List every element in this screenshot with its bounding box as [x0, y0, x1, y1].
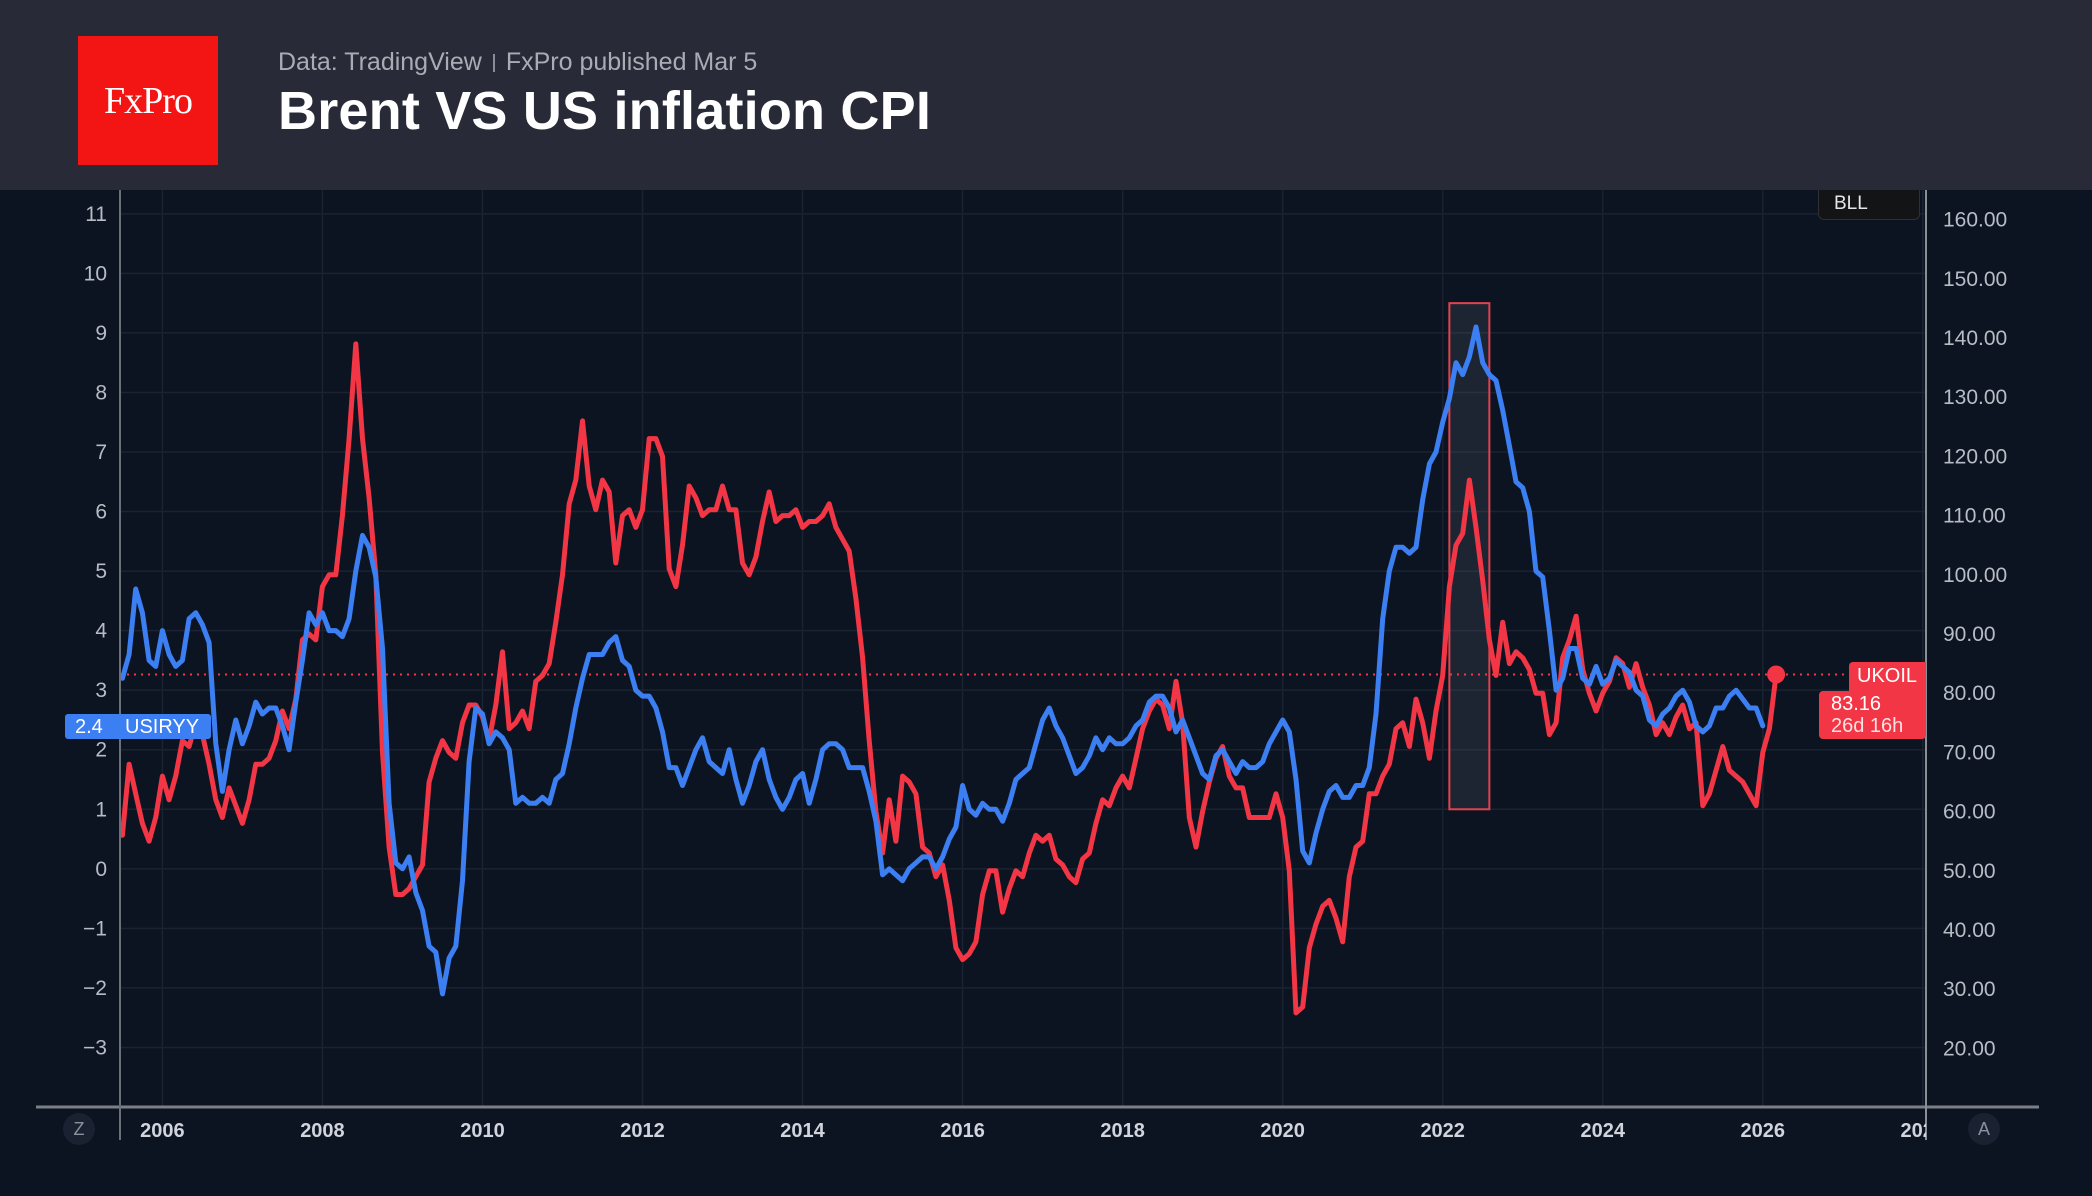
left-scale-button[interactable]: Z	[63, 1113, 95, 1145]
y-right-tick-label: 60.00	[1943, 801, 1996, 824]
subtitle: Data: TradingView FxPro published Mar 5	[278, 48, 757, 77]
fxpro-logo: FxPro	[78, 36, 218, 165]
oil-last-point	[1767, 665, 1786, 684]
y-right-tick-label: 110.00	[1943, 505, 2006, 528]
y-right-tick-label: 90.00	[1943, 623, 1996, 646]
y-right-tick-label: 120.00	[1943, 445, 2007, 468]
y-left-tick-label: 2	[95, 739, 107, 762]
cpi-symbol: USIRYY	[125, 716, 200, 738]
axes	[36, 190, 2039, 1140]
y-left-tick-label: −1	[83, 917, 107, 940]
y-left-tick-label: 1	[95, 798, 107, 821]
oil-last-value: 83.16	[1831, 693, 1882, 715]
corner-tag[interactable]: BLL	[1818, 190, 1920, 220]
y-right-tick-label: 100.00	[1943, 564, 2007, 587]
cpi-price-label: 2.4 USIRYY	[65, 714, 211, 739]
y-right-tick-label: 50.00	[1943, 860, 1996, 883]
x-tick-label: 2010	[460, 1120, 505, 1142]
x-tick-label: 2024	[1580, 1120, 1625, 1142]
x-tick-label: 2018	[1100, 1120, 1145, 1142]
y-right-tick-label: 20.00	[1943, 1037, 1996, 1060]
x-tick-label: 2014	[780, 1120, 825, 1142]
x-tick-label: 2022	[1420, 1120, 1465, 1142]
x-tick-label: 2026	[1741, 1120, 1786, 1142]
grid	[120, 190, 1926, 1107]
y-right-tick-label: 30.00	[1943, 978, 1996, 1001]
y-left-tick-label: 7	[95, 441, 107, 464]
y-left-tick-label: 8	[95, 381, 107, 404]
y-right-tick-label: 70.00	[1943, 741, 1996, 764]
y-left-tick-label: 6	[95, 501, 107, 524]
auto-scale-button[interactable]: A	[1968, 1113, 2000, 1145]
y-left-tick-label: −3	[83, 1036, 107, 1059]
separator	[492, 54, 495, 73]
oil-countdown: 26d 16h	[1831, 715, 1904, 737]
x-tick-label: 2006	[140, 1120, 185, 1142]
y-left-tick-label: 3	[95, 679, 107, 702]
series-lines[interactable]	[120, 324, 1849, 1016]
x-tick-label: 2020	[1260, 1120, 1305, 1142]
oil-price-label: 83.16 26d 16h	[1819, 691, 1926, 739]
y-right-tick-label: 160.00	[1943, 209, 2007, 232]
data-source: Data: TradingView	[278, 48, 482, 76]
series-line-usiryy	[120, 324, 1766, 997]
y-right-tick-label: 140.00	[1943, 327, 2007, 350]
x-axis-labels: 2006 2008 2010 2012 2014 2016 2018 2020 2022 2024…	[140, 1120, 1946, 1142]
series-line-ukoil	[120, 341, 1779, 1016]
y-right-tick-label: 80.00	[1943, 682, 1996, 705]
y-left-tick-label: 10	[84, 262, 107, 285]
x-tick-label: 2008	[300, 1120, 345, 1142]
oil-symbol-label: UKOIL	[1849, 662, 1926, 691]
y-left-tick-label: 5	[95, 560, 107, 583]
y-left-tick-label: 0	[95, 858, 107, 881]
y-left-tick-label: 4	[95, 620, 107, 643]
page-title: Brent VS US inflation CPI	[278, 81, 932, 141]
x-tick-label: 2012	[620, 1120, 665, 1142]
logo-text: FxPro	[104, 79, 193, 122]
right-axis-labels: 160.00 150.00 140.00 130.00 120.00 110.00 100.…	[1943, 209, 2007, 1061]
y-left-tick-label: 9	[95, 322, 107, 345]
y-left-tick-label: 11	[85, 203, 107, 226]
y-right-tick-label: 130.00	[1943, 386, 2007, 409]
x-tick-label: 2016	[940, 1120, 985, 1142]
y-right-tick-label: 150.00	[1943, 268, 2007, 291]
cpi-last-value: 2.4	[75, 716, 103, 738]
x-tick-label: 2028	[1901, 1120, 1946, 1142]
y-left-tick-label: −2	[83, 977, 107, 1000]
y-right-tick-label: 40.00	[1943, 919, 1996, 942]
published-note: FxPro published Mar 5	[505, 48, 758, 76]
header: FxPro Data: TradingView FxPro published M…	[0, 0, 2092, 190]
